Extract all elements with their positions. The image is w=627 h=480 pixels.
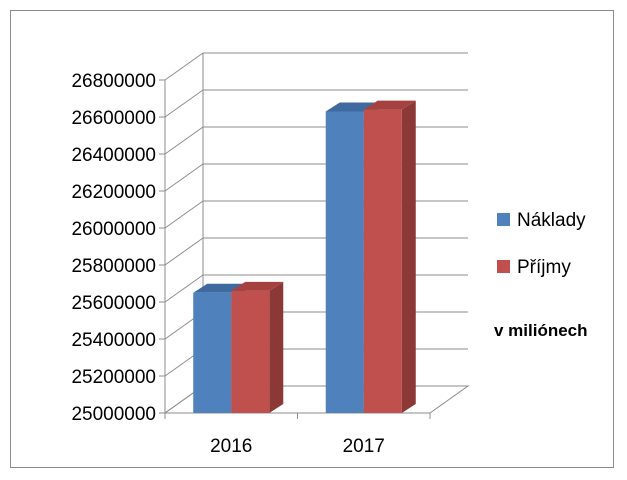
y-tick-label: 26200000 [71, 182, 156, 203]
legend-swatch-naklady [497, 213, 510, 226]
y-tick-label: 25400000 [71, 330, 156, 351]
y-tick-label: 25600000 [71, 293, 156, 314]
y-tick-label: 25200000 [71, 367, 156, 388]
side-gridline [164, 126, 204, 155]
side-gridline [164, 163, 204, 192]
units-note: v miliónech [494, 321, 588, 340]
x-tick-label: 2016 [210, 436, 252, 457]
side-gridline [164, 89, 204, 118]
bar-top [231, 281, 284, 291]
legend-label-prijmy: Příjmy [517, 257, 571, 278]
chart-frame [10, 10, 614, 468]
x-tick-label: 2017 [343, 436, 385, 457]
side-gridline [164, 52, 204, 81]
bar-2017-naklady [325, 111, 364, 413]
y-tick-label: 26400000 [71, 145, 156, 166]
bar-2016-prijmy [231, 290, 270, 413]
side-gridline [164, 274, 204, 303]
y-tick-label: 26800000 [71, 71, 156, 92]
bar-2017-prijmy [363, 109, 402, 413]
bar-2016-naklady [193, 292, 232, 413]
side-gridline [164, 237, 204, 266]
bar-side [269, 281, 284, 413]
bar-top [363, 100, 416, 110]
legend-swatch-prijmy [497, 260, 510, 273]
y-tick-label: 25000000 [71, 404, 156, 425]
y-tick-label: 26600000 [71, 108, 156, 129]
side-gridline [164, 200, 204, 229]
bar-side [401, 100, 416, 413]
legend-label-naklady: Náklady [517, 210, 586, 231]
y-tick-label: 26000000 [71, 219, 156, 240]
y-tick-label: 25800000 [71, 256, 156, 277]
